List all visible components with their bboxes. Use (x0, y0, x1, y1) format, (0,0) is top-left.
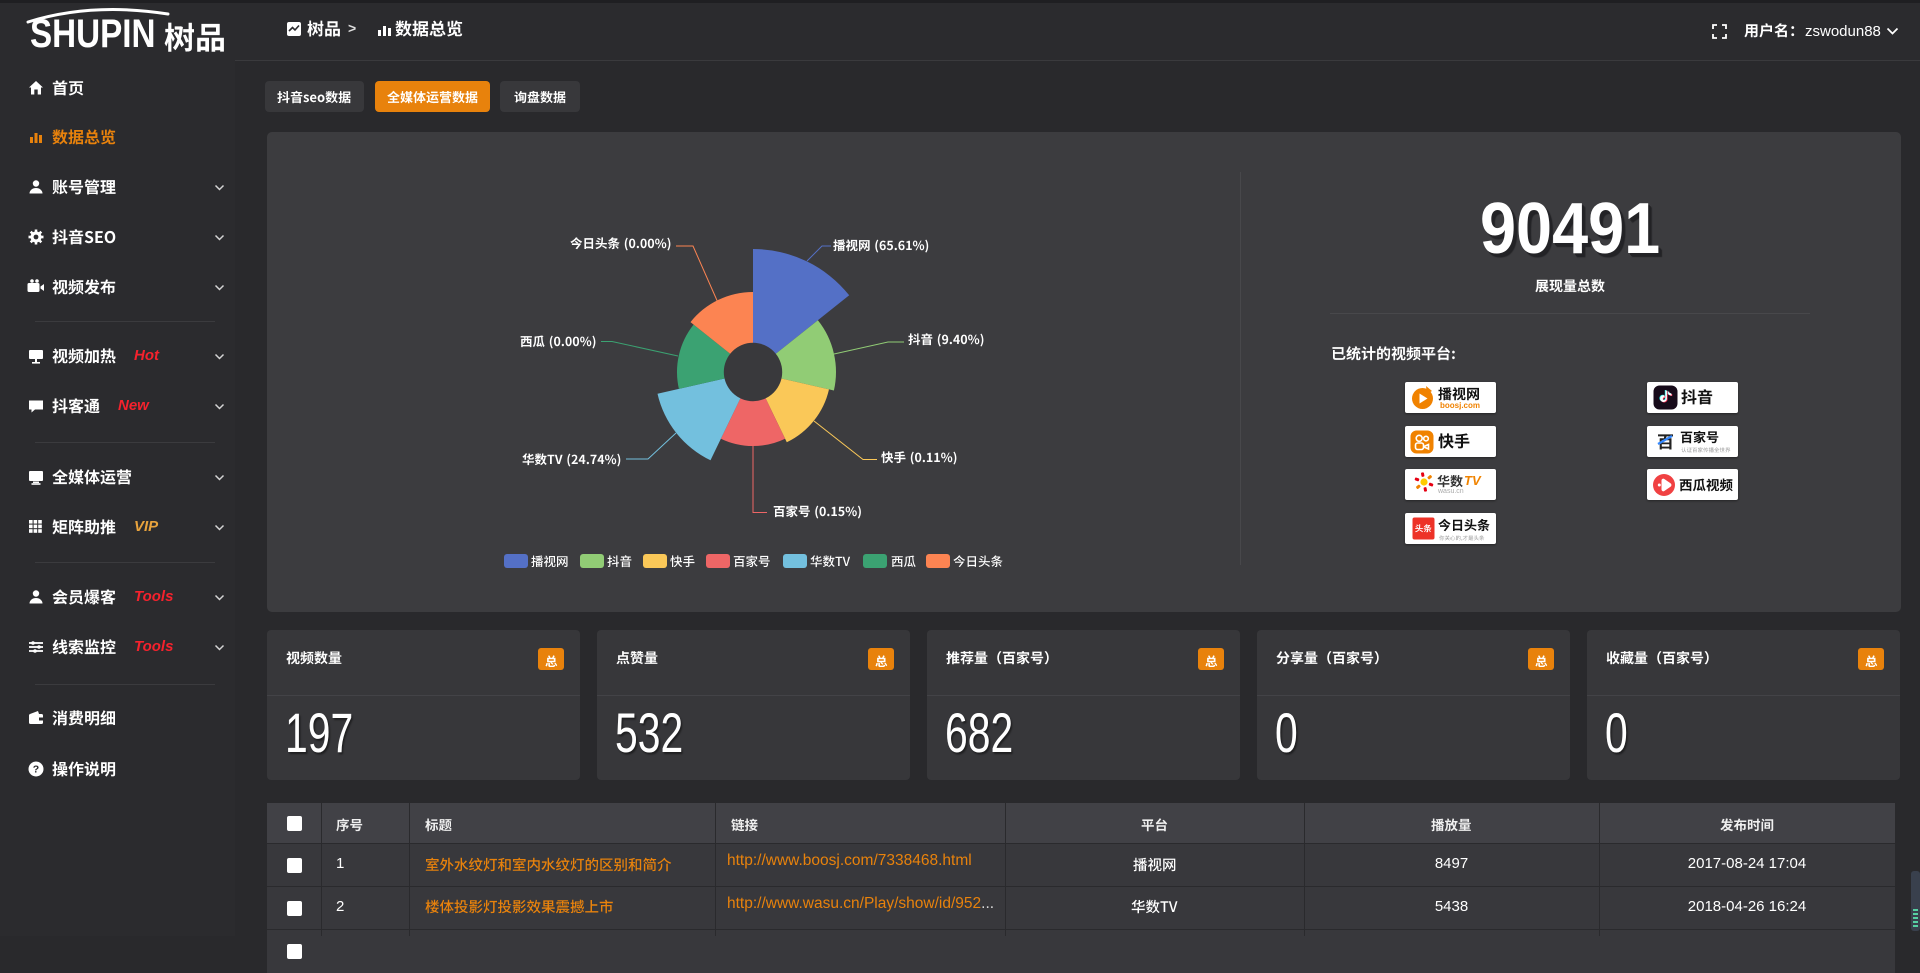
svg-text:?: ? (33, 764, 39, 776)
